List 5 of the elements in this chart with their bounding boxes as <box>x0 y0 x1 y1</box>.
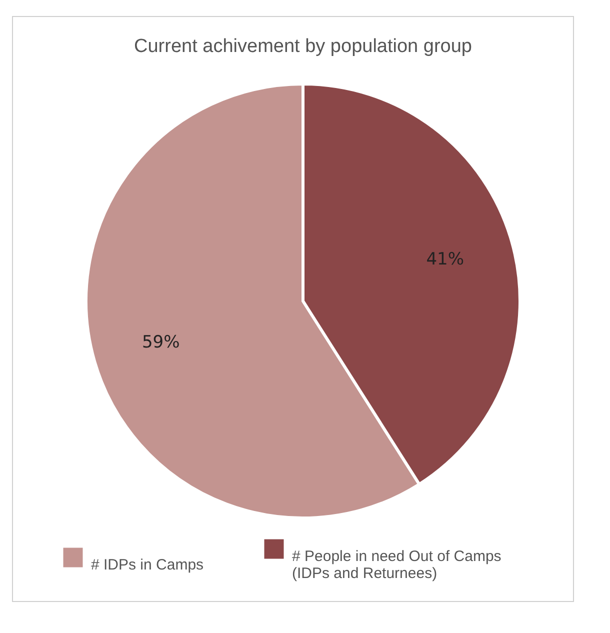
data-label: 41% <box>426 250 464 270</box>
legend-label: # IDPs in Camps <box>91 556 204 574</box>
legend-label: # People in need Out of Camps (IDPs and Returnees) <box>292 548 502 582</box>
data-label: 59% <box>142 332 180 352</box>
chart-title: Current achivement by population group <box>134 36 472 57</box>
